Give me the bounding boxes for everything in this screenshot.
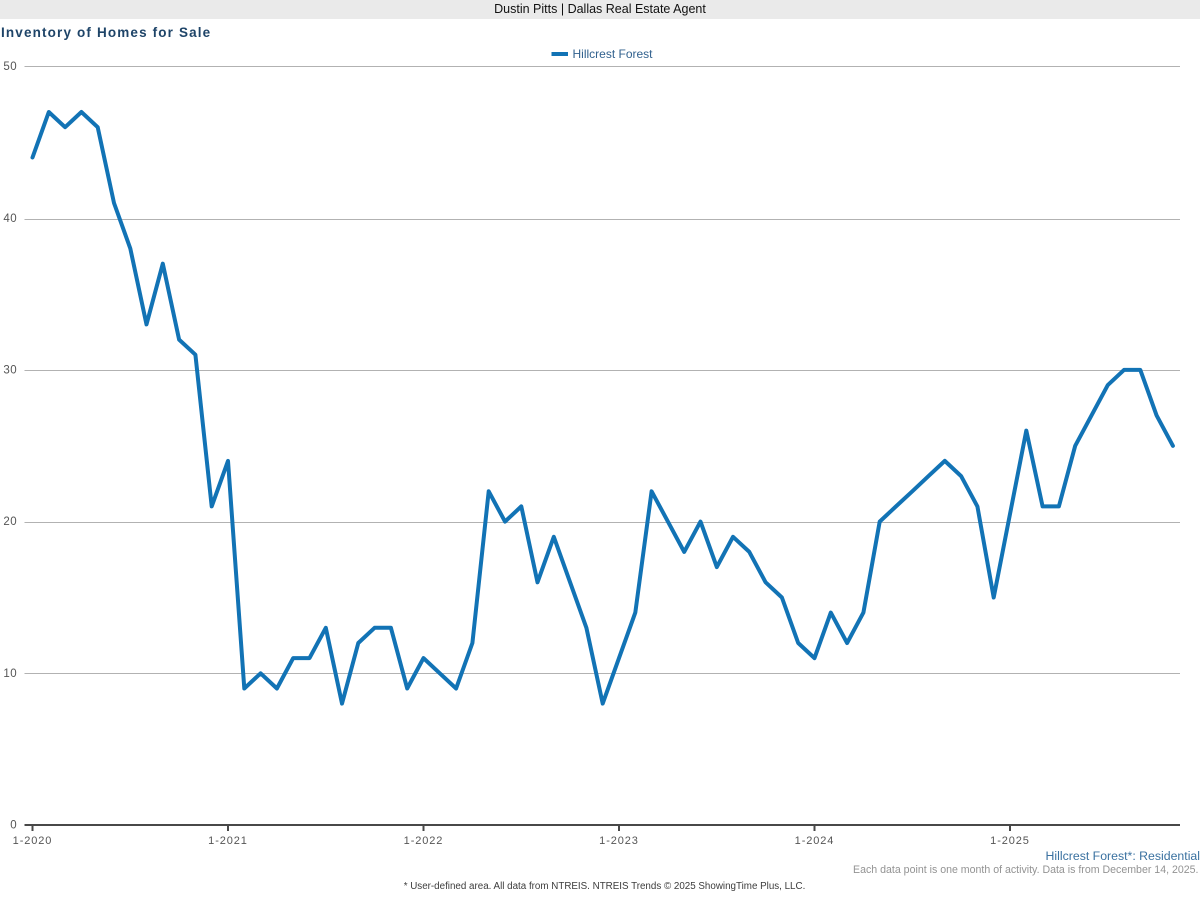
- svg-text:1-2021: 1-2021: [208, 835, 248, 847]
- svg-text:0: 0: [10, 820, 17, 832]
- svg-text:1-2025: 1-2025: [990, 835, 1030, 847]
- svg-text:1-2020: 1-2020: [13, 835, 53, 847]
- svg-text:1-2022: 1-2022: [404, 835, 444, 847]
- svg-text:1-2024: 1-2024: [795, 835, 835, 847]
- svg-text:50: 50: [3, 61, 17, 73]
- svg-text:40: 40: [3, 213, 17, 225]
- svg-text:30: 30: [3, 365, 17, 377]
- svg-text:10: 10: [3, 668, 17, 680]
- svg-text:Hillcrest Forest: Hillcrest Forest: [573, 47, 654, 61]
- svg-text:1-2023: 1-2023: [599, 835, 639, 847]
- svg-text:20: 20: [3, 516, 17, 528]
